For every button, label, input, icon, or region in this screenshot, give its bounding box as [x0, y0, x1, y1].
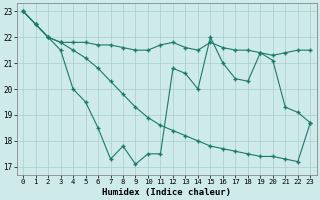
X-axis label: Humidex (Indice chaleur): Humidex (Indice chaleur)	[102, 188, 231, 197]
